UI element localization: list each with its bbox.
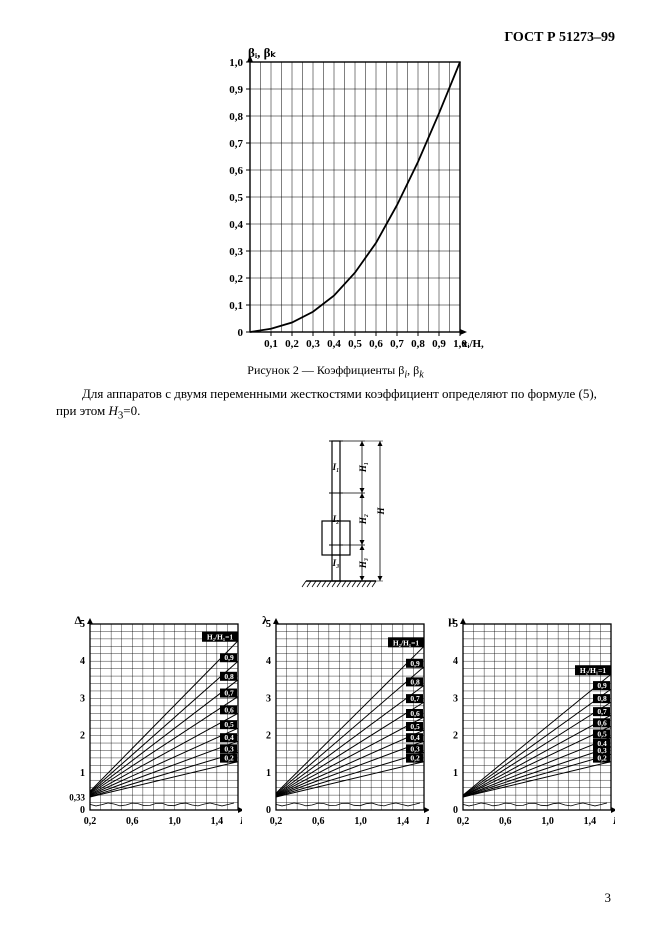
svg-text:0,2: 0,2 bbox=[456, 816, 469, 827]
svg-text:0,9: 0,9 bbox=[224, 653, 234, 662]
svg-text:0,3: 0,3 bbox=[411, 744, 421, 753]
svg-text:0,8: 0,8 bbox=[229, 111, 243, 123]
delta-chart: 0123450,20,61,01,40,33ΔI₁/I₂H₂/H₁=10,90,… bbox=[56, 614, 242, 844]
svg-text:0,8: 0,8 bbox=[411, 677, 421, 686]
svg-text:4: 4 bbox=[266, 656, 271, 667]
svg-text:0,4: 0,4 bbox=[327, 338, 341, 350]
svg-text:0,6: 0,6 bbox=[224, 705, 234, 714]
svg-text:0,9: 0,9 bbox=[432, 338, 446, 350]
svg-text:0,2: 0,2 bbox=[597, 753, 607, 762]
svg-text:0,6: 0,6 bbox=[126, 816, 138, 827]
svg-text:1,0: 1,0 bbox=[355, 816, 368, 827]
svg-text:0,7: 0,7 bbox=[411, 694, 421, 703]
svg-text:0,2: 0,2 bbox=[411, 753, 421, 762]
svg-text:0,7: 0,7 bbox=[224, 688, 234, 697]
svg-text:0,3: 0,3 bbox=[306, 338, 320, 350]
page-number: 3 bbox=[605, 890, 612, 906]
svg-text:0,2: 0,2 bbox=[84, 816, 97, 827]
svg-text:0,4: 0,4 bbox=[224, 733, 234, 742]
three-panel-charts: 0123450,20,61,01,40,33ΔI₁/I₂H₂/H₁=10,90,… bbox=[56, 614, 615, 844]
svg-text:0,33: 0,33 bbox=[69, 792, 85, 802]
svg-text:0,9: 0,9 bbox=[229, 84, 243, 96]
svg-text:xᵢ/H, xₖ/H: xᵢ/H, xₖ/H bbox=[462, 338, 486, 350]
svg-text:0,6: 0,6 bbox=[411, 709, 421, 718]
svg-text:4: 4 bbox=[453, 656, 458, 667]
svg-text:0,8: 0,8 bbox=[224, 672, 234, 681]
svg-text:0: 0 bbox=[266, 805, 271, 816]
svg-text:λ: λ bbox=[262, 614, 268, 627]
svg-text:0,7: 0,7 bbox=[229, 138, 243, 150]
svg-text:0: 0 bbox=[237, 327, 243, 339]
svg-text:1,0: 1,0 bbox=[229, 57, 243, 69]
svg-text:1,4: 1,4 bbox=[211, 816, 224, 827]
svg-text:H₂: H₂ bbox=[358, 514, 368, 525]
svg-text:I₃: I₃ bbox=[331, 558, 339, 568]
svg-text:2: 2 bbox=[266, 730, 271, 741]
svg-text:0,8: 0,8 bbox=[597, 694, 607, 703]
svg-text:0,7: 0,7 bbox=[597, 707, 607, 716]
svg-text:0,3: 0,3 bbox=[229, 246, 243, 258]
svg-text:2: 2 bbox=[80, 730, 85, 741]
beta-chart: 0 0,1 0,2 0,3 0,4 0,5 0,6 0,7 0,8 0,9 1,0 0,1 0,2 0,3… bbox=[186, 44, 486, 354]
svg-text:1,4: 1,4 bbox=[583, 816, 596, 827]
svg-text:0,5: 0,5 bbox=[224, 720, 234, 729]
svg-text:0,2: 0,2 bbox=[229, 273, 243, 285]
svg-text:0,9: 0,9 bbox=[597, 681, 607, 690]
svg-text:0,6: 0,6 bbox=[369, 338, 383, 350]
svg-text:H₂/H₁=1: H₂/H₁=1 bbox=[580, 666, 607, 675]
svg-text:0,9: 0,9 bbox=[411, 659, 421, 668]
svg-text:3: 3 bbox=[453, 693, 458, 704]
svg-text:I₁/I₂: I₁/I₂ bbox=[612, 816, 615, 827]
svg-text:H₃: H₃ bbox=[358, 558, 368, 569]
svg-text:0,5: 0,5 bbox=[348, 338, 362, 350]
svg-text:0,2: 0,2 bbox=[285, 338, 299, 350]
svg-text:0,3: 0,3 bbox=[224, 744, 234, 753]
svg-text:4: 4 bbox=[80, 656, 85, 667]
svg-text:μ: μ bbox=[448, 614, 455, 627]
svg-text:0,5: 0,5 bbox=[411, 722, 421, 731]
mu-chart: 0123450,20,61,01,4μI₁/I₂H₂/H₁=10,90,80,7… bbox=[429, 614, 615, 844]
svg-text:0,6: 0,6 bbox=[499, 816, 512, 827]
svg-text:H₂/H₁=1: H₂/H₁=1 bbox=[393, 638, 420, 647]
svg-text:1,0: 1,0 bbox=[541, 816, 554, 827]
svg-text:0,4: 0,4 bbox=[411, 733, 421, 742]
svg-text:3: 3 bbox=[80, 693, 85, 704]
svg-text:0,8: 0,8 bbox=[411, 338, 425, 350]
svg-text:0,5: 0,5 bbox=[597, 729, 607, 738]
svg-text:2: 2 bbox=[453, 730, 458, 741]
svg-text:0,6: 0,6 bbox=[312, 816, 325, 827]
svg-text:0,1: 0,1 bbox=[229, 300, 243, 312]
svg-text:I₂: I₂ bbox=[331, 514, 339, 524]
svg-text:0,1: 0,1 bbox=[264, 338, 278, 350]
svg-text:0,7: 0,7 bbox=[390, 338, 404, 350]
svg-text:H₁: H₁ bbox=[358, 462, 368, 473]
svg-text:1,0: 1,0 bbox=[168, 816, 181, 827]
svg-text:Δ: Δ bbox=[74, 614, 82, 627]
svg-text:0: 0 bbox=[453, 805, 458, 816]
svg-text:0,2: 0,2 bbox=[270, 816, 283, 827]
svg-text:0: 0 bbox=[80, 805, 85, 816]
paragraph-formula5: Для аппаратов с двумя переменными жестко… bbox=[56, 386, 615, 422]
svg-text:0,4: 0,4 bbox=[229, 219, 243, 231]
svg-text:0,2: 0,2 bbox=[224, 753, 234, 762]
svg-text:1,4: 1,4 bbox=[397, 816, 410, 827]
svg-text:1: 1 bbox=[453, 768, 458, 779]
svg-text:0,6: 0,6 bbox=[597, 718, 607, 727]
svg-text:0,6: 0,6 bbox=[229, 165, 243, 177]
svg-text:I₁: I₁ bbox=[331, 462, 339, 472]
figure2-caption: Рисунок 2 — Коэффициенты βi, βk bbox=[56, 363, 615, 380]
svg-text:1: 1 bbox=[80, 768, 85, 779]
lambda-chart: 0123450,20,61,01,4λI₁/I₂H₂/H₁=10,90,80,7… bbox=[242, 614, 428, 844]
svg-text:H: H bbox=[376, 506, 386, 515]
svg-text:H₂/H₁=1: H₂/H₁=1 bbox=[207, 633, 234, 642]
svg-text:1: 1 bbox=[266, 768, 271, 779]
beam-diagram: I₁ I₂ I₃ H₁ H₂ H₃ H bbox=[276, 433, 396, 603]
svg-text:βᵢ, βₖ: βᵢ, βₖ bbox=[248, 45, 277, 60]
svg-text:3: 3 bbox=[266, 693, 271, 704]
svg-text:0,5: 0,5 bbox=[229, 192, 243, 204]
